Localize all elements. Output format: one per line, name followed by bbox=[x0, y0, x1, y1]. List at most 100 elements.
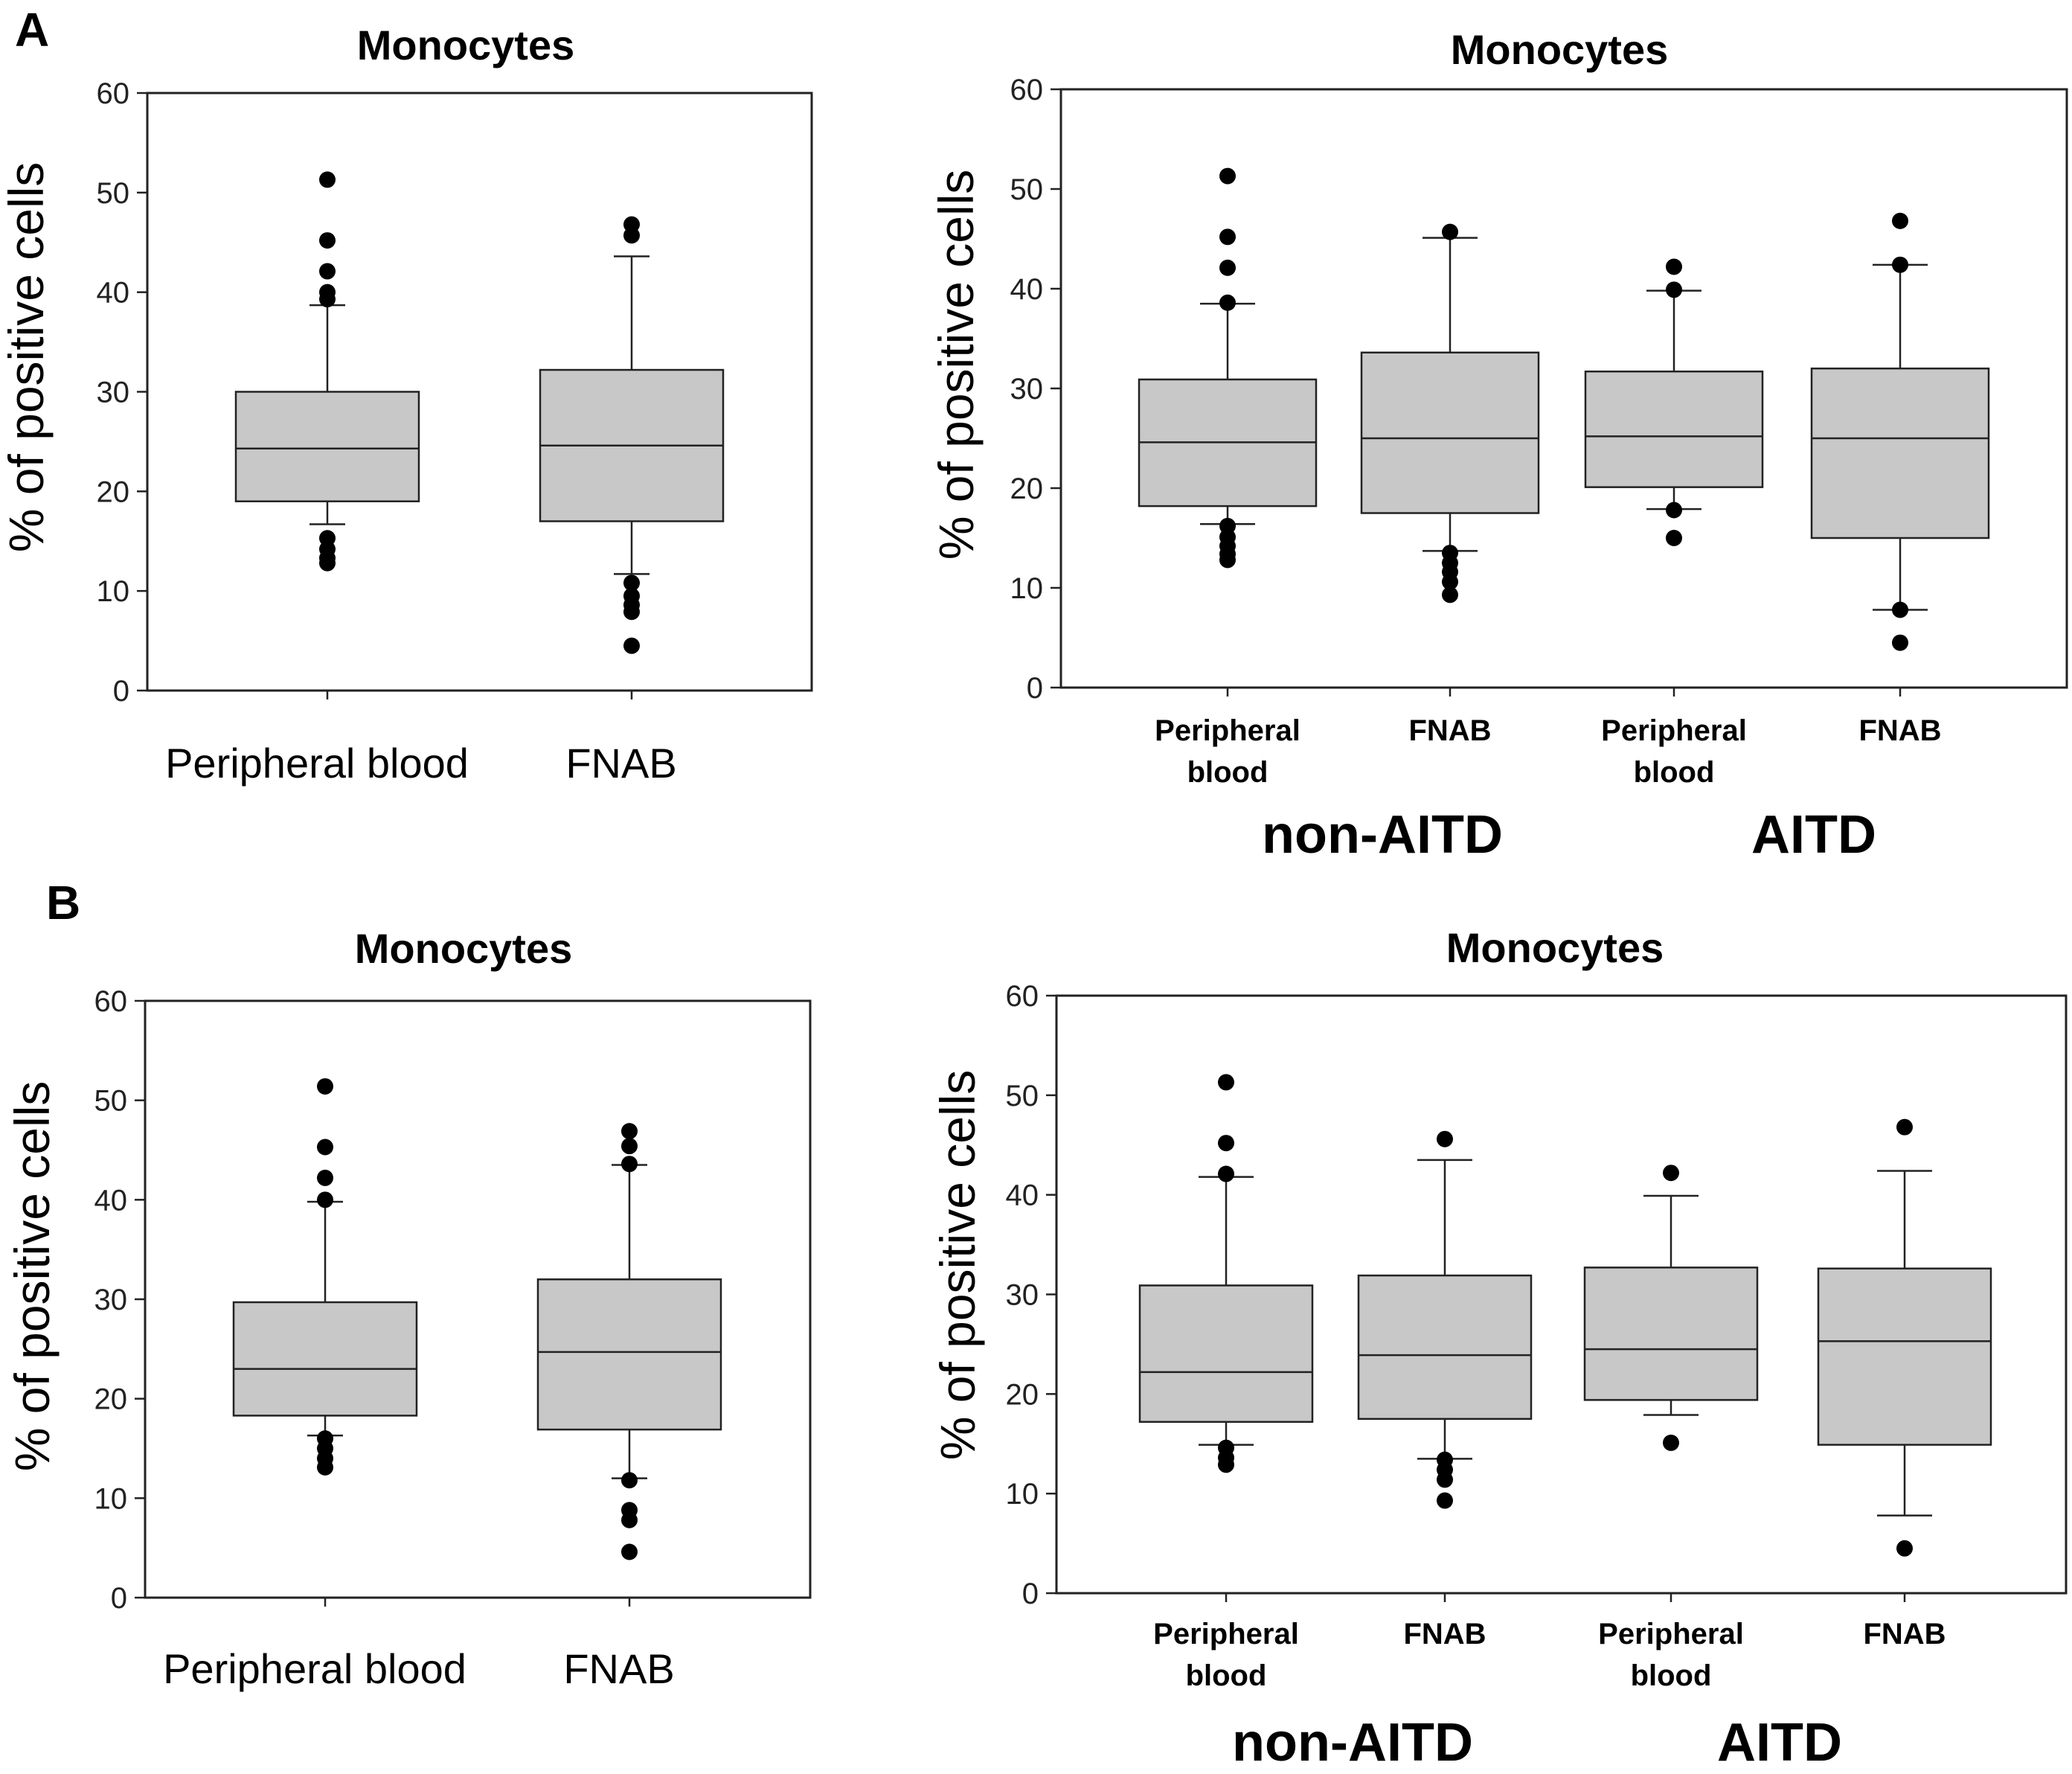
outlier-point bbox=[317, 1077, 333, 1095]
y-tick-label: 10 bbox=[94, 1482, 128, 1515]
box-1: Peripheral blood bbox=[165, 171, 469, 787]
outlier-point bbox=[1442, 573, 1458, 590]
outlier-point bbox=[1892, 212, 1908, 229]
y-tick-label: 20 bbox=[97, 475, 130, 508]
y-tick-label: 0 bbox=[111, 1582, 127, 1615]
box-iqr bbox=[536, 1278, 722, 1431]
box-iqr bbox=[234, 391, 420, 502]
y-tick-label: 30 bbox=[1010, 373, 1044, 406]
box-1: Peripheral blood bbox=[1138, 1074, 1314, 1692]
x-category-label: Peripheral bbox=[1155, 714, 1300, 747]
y-tick-label: 40 bbox=[94, 1184, 128, 1217]
outlier-point bbox=[1666, 281, 1682, 298]
y-tick-label: 20 bbox=[1006, 1378, 1039, 1411]
y-tick-label: 20 bbox=[1010, 473, 1044, 505]
outlier-point bbox=[623, 603, 640, 621]
box-iqr bbox=[1583, 1267, 1759, 1401]
outlier-point bbox=[623, 637, 640, 654]
y-tick-label: 50 bbox=[94, 1085, 128, 1118]
x-category-label: FNAB bbox=[1863, 1618, 1946, 1650]
outlier-point bbox=[1437, 1130, 1453, 1147]
y-tick-label: 0 bbox=[1027, 672, 1043, 705]
box-iqr bbox=[1584, 370, 1764, 488]
outlier-point bbox=[1218, 1165, 1234, 1182]
outlier-point bbox=[621, 1138, 638, 1155]
outlier-point bbox=[623, 227, 640, 244]
box-iqr bbox=[232, 1301, 418, 1417]
chart-title: Monocytes bbox=[357, 22, 575, 68]
y-tick-label: 30 bbox=[97, 377, 130, 409]
y-tick-label: 40 bbox=[1010, 273, 1044, 306]
box-iqr bbox=[1360, 351, 1540, 514]
box-2: FNAB bbox=[1357, 1130, 1533, 1650]
y-tick-label: 40 bbox=[1006, 1179, 1039, 1212]
chart-1: A Monocytes % of positive cells 0 10 20 30 40 50… bbox=[0, 3, 813, 787]
outlier-point bbox=[1666, 502, 1682, 519]
y-tick-label: 20 bbox=[94, 1383, 128, 1416]
x-category-label: Peripheral bbox=[1601, 714, 1747, 747]
outlier-point bbox=[1219, 551, 1236, 569]
chart-4: Monocytes % of positive cells 0 10 20 30 40 50 6… bbox=[930, 924, 2068, 1773]
y-axis-label: % of positive cells bbox=[928, 170, 984, 560]
panel-letter: A bbox=[15, 3, 49, 57]
y-tick-label: 0 bbox=[1022, 1578, 1039, 1610]
outlier-point bbox=[317, 1458, 333, 1476]
outlier-point bbox=[1219, 167, 1236, 185]
outlier-point bbox=[621, 1511, 638, 1528]
x-category-label: FNAB bbox=[1403, 1618, 1486, 1650]
x-category-label: Peripheral blood bbox=[165, 740, 469, 787]
panel-letter: B bbox=[46, 876, 80, 929]
box-2: FNAB bbox=[1360, 223, 1540, 747]
outlier-point bbox=[1663, 1434, 1679, 1451]
y-axis-label: % of positive cells bbox=[4, 1081, 60, 1472]
box-2: FNAB bbox=[536, 1123, 722, 1692]
outlier-point bbox=[319, 171, 336, 188]
outlier-point bbox=[1666, 530, 1682, 546]
outlier-point bbox=[1896, 1118, 1913, 1136]
box-iqr bbox=[1810, 367, 1990, 539]
x-category-label: blood bbox=[1634, 756, 1715, 789]
outlier-point bbox=[1896, 1540, 1913, 1557]
outlier-point bbox=[1219, 294, 1236, 311]
outlier-point bbox=[317, 1139, 333, 1156]
y-tick-label: 30 bbox=[94, 1284, 128, 1316]
y-tick-label: 50 bbox=[1006, 1080, 1039, 1112]
y-axis-label: % of positive cells bbox=[0, 162, 54, 553]
x-category-label: FNAB bbox=[1858, 714, 1941, 747]
group-label: non-AITD bbox=[1262, 805, 1503, 865]
outlier-point bbox=[319, 263, 336, 280]
outlier-point bbox=[1442, 586, 1458, 603]
chart-title: Monocytes bbox=[1451, 26, 1669, 73]
box-3: Peripheral blood bbox=[1583, 1165, 1759, 1692]
y-tick-label: 30 bbox=[1006, 1279, 1039, 1312]
outlier-point bbox=[621, 1123, 638, 1140]
outlier-point bbox=[1218, 1074, 1234, 1091]
outlier-point bbox=[317, 1169, 333, 1186]
box-1: Peripheral blood bbox=[163, 1077, 466, 1692]
y-tick-label: 50 bbox=[1010, 173, 1044, 206]
y-tick-label: 0 bbox=[113, 675, 129, 708]
group-label: non-AITD bbox=[1232, 1713, 1473, 1773]
group-label: AITD bbox=[1717, 1713, 1842, 1773]
x-category-label: FNAB bbox=[563, 1645, 674, 1692]
chart-3: B Monocytes % of positive cells 0 10 20 30 40 50… bbox=[4, 876, 812, 1692]
y-tick-label: 10 bbox=[97, 575, 130, 608]
outlier-point bbox=[1892, 256, 1908, 273]
outlier-point bbox=[623, 574, 640, 592]
outlier-point bbox=[319, 291, 336, 308]
x-category-label: blood bbox=[1187, 756, 1268, 789]
x-category-label: FNAB bbox=[1408, 714, 1491, 747]
y-tick-label: 40 bbox=[97, 277, 130, 310]
y-tick-label: 50 bbox=[97, 177, 130, 210]
y-tick-label: 60 bbox=[97, 77, 130, 110]
box-4: FNAB bbox=[1810, 212, 1990, 747]
box-4: FNAB bbox=[1817, 1118, 1992, 1650]
outlier-point bbox=[1892, 634, 1908, 651]
outlier-point bbox=[317, 1191, 333, 1208]
outlier-point bbox=[1219, 259, 1236, 276]
y-tick-label: 10 bbox=[1010, 572, 1044, 605]
outlier-point bbox=[1437, 1471, 1453, 1488]
outlier-point bbox=[1218, 1456, 1234, 1473]
x-category-label: Peripheral bbox=[1153, 1618, 1299, 1650]
